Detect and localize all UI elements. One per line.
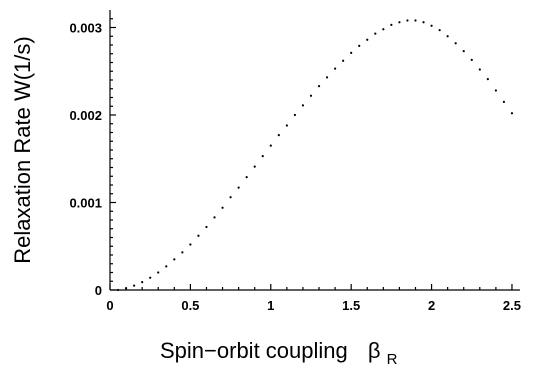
x-tick-label: 1.5 (342, 298, 360, 313)
data-point (414, 19, 417, 22)
data-point (237, 186, 240, 189)
data-point (333, 67, 337, 70)
x-tick-label: 1 (267, 298, 274, 313)
x-axis-label-subscript: R (387, 351, 398, 368)
x-tick-label: 2 (428, 298, 435, 313)
data-point (398, 21, 401, 24)
data-point (293, 113, 297, 117)
data-point (430, 24, 433, 27)
data-point (116, 288, 120, 292)
tick-labels: 0 0.5 1 1.5 2 2.5 0 0.001 0.002 0.003 (69, 21, 521, 314)
data-point (165, 265, 168, 268)
data-point (245, 176, 248, 179)
data-point (446, 35, 449, 38)
data-point (462, 50, 465, 53)
data-point (358, 44, 361, 47)
x-tick-label: 2.5 (503, 298, 521, 313)
data-point (390, 23, 393, 26)
x-axis-label-symbol: β (368, 338, 381, 363)
data-point (510, 112, 514, 115)
data-point (253, 165, 256, 168)
x-tick-label: 0.5 (181, 298, 199, 313)
x-axis-label: Spin−orbit coupling β R (160, 338, 398, 368)
data-point (342, 59, 345, 62)
y-tick-label: 0 (95, 283, 102, 298)
data-point (133, 284, 136, 287)
x-tick-label: 0 (106, 298, 113, 313)
data-point (366, 38, 369, 41)
data-point (197, 234, 200, 237)
y-tick-label: 0.001 (69, 196, 102, 211)
y-tick-label: 0.003 (69, 21, 102, 36)
data-point (157, 271, 160, 274)
ticks (109, 18, 513, 291)
data-point (350, 51, 353, 54)
data-point (261, 155, 264, 158)
data-point (325, 76, 329, 79)
data-point (422, 21, 425, 24)
data-point (502, 100, 506, 103)
data-point (470, 58, 473, 61)
data-point (374, 32, 377, 35)
data-point (285, 124, 288, 127)
data-point (189, 243, 192, 246)
data-point (229, 196, 232, 199)
data-point (486, 78, 489, 81)
data-point (181, 251, 184, 254)
data-point (124, 287, 128, 290)
data-point (221, 206, 224, 209)
data-point (149, 276, 152, 279)
data-point (382, 28, 385, 31)
data-point (309, 94, 313, 97)
data-point (454, 42, 457, 45)
x-axis-label-text: Spin−orbit coupling (160, 338, 348, 363)
y-axis-label: Relaxation Rate W(1/s) (10, 36, 35, 263)
data-point (317, 85, 321, 88)
data-point (269, 144, 272, 147)
data-point (141, 281, 144, 284)
data-point (438, 29, 441, 32)
axes (109, 10, 520, 291)
data-point (301, 104, 305, 107)
data-point (277, 134, 280, 137)
data-point (173, 258, 176, 261)
data-point (406, 19, 409, 22)
data-point (205, 225, 208, 229)
y-tick-label: 0.002 (69, 108, 102, 123)
data-points (116, 19, 514, 292)
data-point (478, 68, 481, 71)
data-point (213, 216, 216, 219)
data-point (494, 89, 497, 92)
